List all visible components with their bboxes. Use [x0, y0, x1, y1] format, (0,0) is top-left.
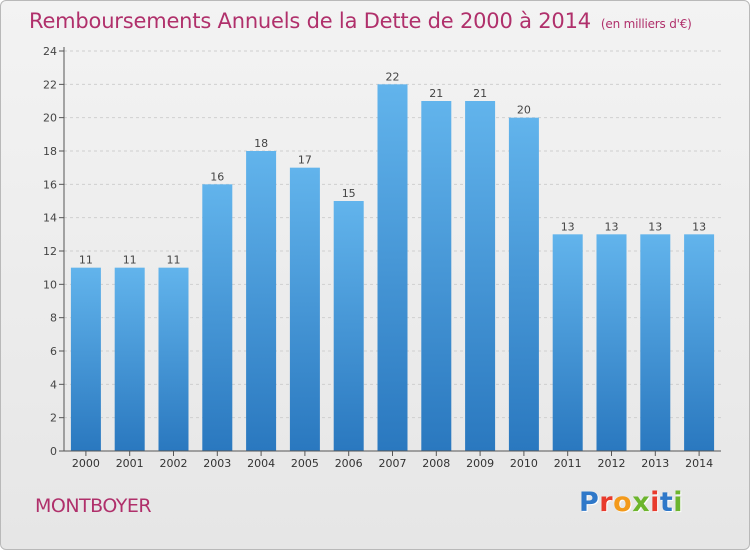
logo-letter: r: [599, 487, 614, 518]
bar-2003: [202, 184, 233, 452]
x-tick-label: 2007: [379, 457, 407, 470]
x-tick-label: 2003: [203, 457, 231, 470]
x-tick-label: 2004: [247, 457, 275, 470]
y-tick-label: 4: [50, 378, 57, 391]
chart-unit: (en milliers d'€): [600, 17, 692, 31]
bar-2005: [289, 167, 320, 451]
bar-value-label: 13: [605, 220, 619, 233]
logo-letter: i: [650, 487, 660, 518]
x-tick-label: 2000: [72, 457, 100, 470]
place-name: MONTBOYER: [35, 495, 152, 517]
bar-2007: [377, 84, 408, 451]
bar-value-label: 11: [79, 254, 93, 267]
bar-value-label: 21: [473, 87, 487, 100]
logo-letter: P: [579, 487, 600, 518]
x-tick-label: 2008: [422, 457, 450, 470]
bar-value-label: 11: [123, 254, 137, 267]
y-tick-label: 12: [43, 245, 57, 258]
logo-letter: x: [632, 487, 651, 518]
x-tick-label: 2001: [116, 457, 144, 470]
bar-value-label: 16: [210, 170, 224, 183]
bar-value-label: 13: [692, 220, 706, 233]
bar-value-label: 21: [429, 87, 443, 100]
bar-value-label: 11: [167, 254, 181, 267]
labels: 0246810121416182022241120001120011120021…: [43, 45, 713, 470]
x-tick-label: 2002: [160, 457, 188, 470]
bar-value-label: 18: [254, 137, 268, 150]
x-tick-label: 2014: [685, 457, 713, 470]
y-tick-label: 20: [43, 112, 57, 125]
bar-2013: [640, 234, 671, 451]
x-tick-label: 2012: [598, 457, 626, 470]
y-tick-label: 18: [43, 145, 57, 158]
bar-2002: [158, 267, 189, 451]
x-tick-label: 2006: [335, 457, 363, 470]
bar-2008: [421, 101, 452, 451]
bar-2009: [465, 101, 496, 451]
x-tick-label: 2011: [554, 457, 582, 470]
x-tick-label: 2009: [466, 457, 494, 470]
bar-value-label: 17: [298, 154, 312, 167]
y-tick-label: 14: [43, 212, 57, 225]
y-tick-label: 8: [50, 312, 57, 325]
bar-2000: [70, 267, 101, 451]
y-tick-label: 16: [43, 178, 57, 191]
bar-value-label: 20: [517, 104, 531, 117]
y-tick-label: 6: [50, 345, 57, 358]
bar-2001: [114, 267, 145, 451]
bar-2014: [684, 234, 715, 451]
logo-letter: o: [613, 487, 633, 518]
bar-2010: [508, 117, 539, 452]
logo-letter: i: [673, 487, 684, 518]
bar-2012: [596, 234, 627, 451]
bar-2011: [552, 234, 583, 451]
y-tick-label: 2: [50, 412, 57, 425]
y-tick-label: 10: [43, 278, 57, 291]
bars: [70, 84, 715, 452]
bar-value-label: 15: [342, 187, 356, 200]
chart-title-text: Remboursements Annuels de la Dette de 20…: [29, 9, 591, 33]
bar-value-label: 13: [648, 220, 662, 233]
bar-value-label: 22: [386, 70, 400, 83]
y-tick-label: 24: [43, 45, 57, 58]
x-tick-label: 2010: [510, 457, 538, 470]
axes: [59, 47, 721, 456]
chart-title: Remboursements Annuels de la Dette de 20…: [29, 9, 692, 33]
proxiti-logo[interactable]: Proxiti: [579, 487, 683, 518]
y-tick-label: 22: [43, 78, 57, 91]
bar-2006: [333, 201, 364, 451]
logo-letter: t: [659, 487, 674, 518]
bar-2004: [246, 151, 277, 451]
bar-value-label: 13: [561, 220, 575, 233]
y-tick-label: 0: [50, 445, 57, 458]
x-tick-label: 2013: [641, 457, 669, 470]
x-tick-label: 2005: [291, 457, 319, 470]
